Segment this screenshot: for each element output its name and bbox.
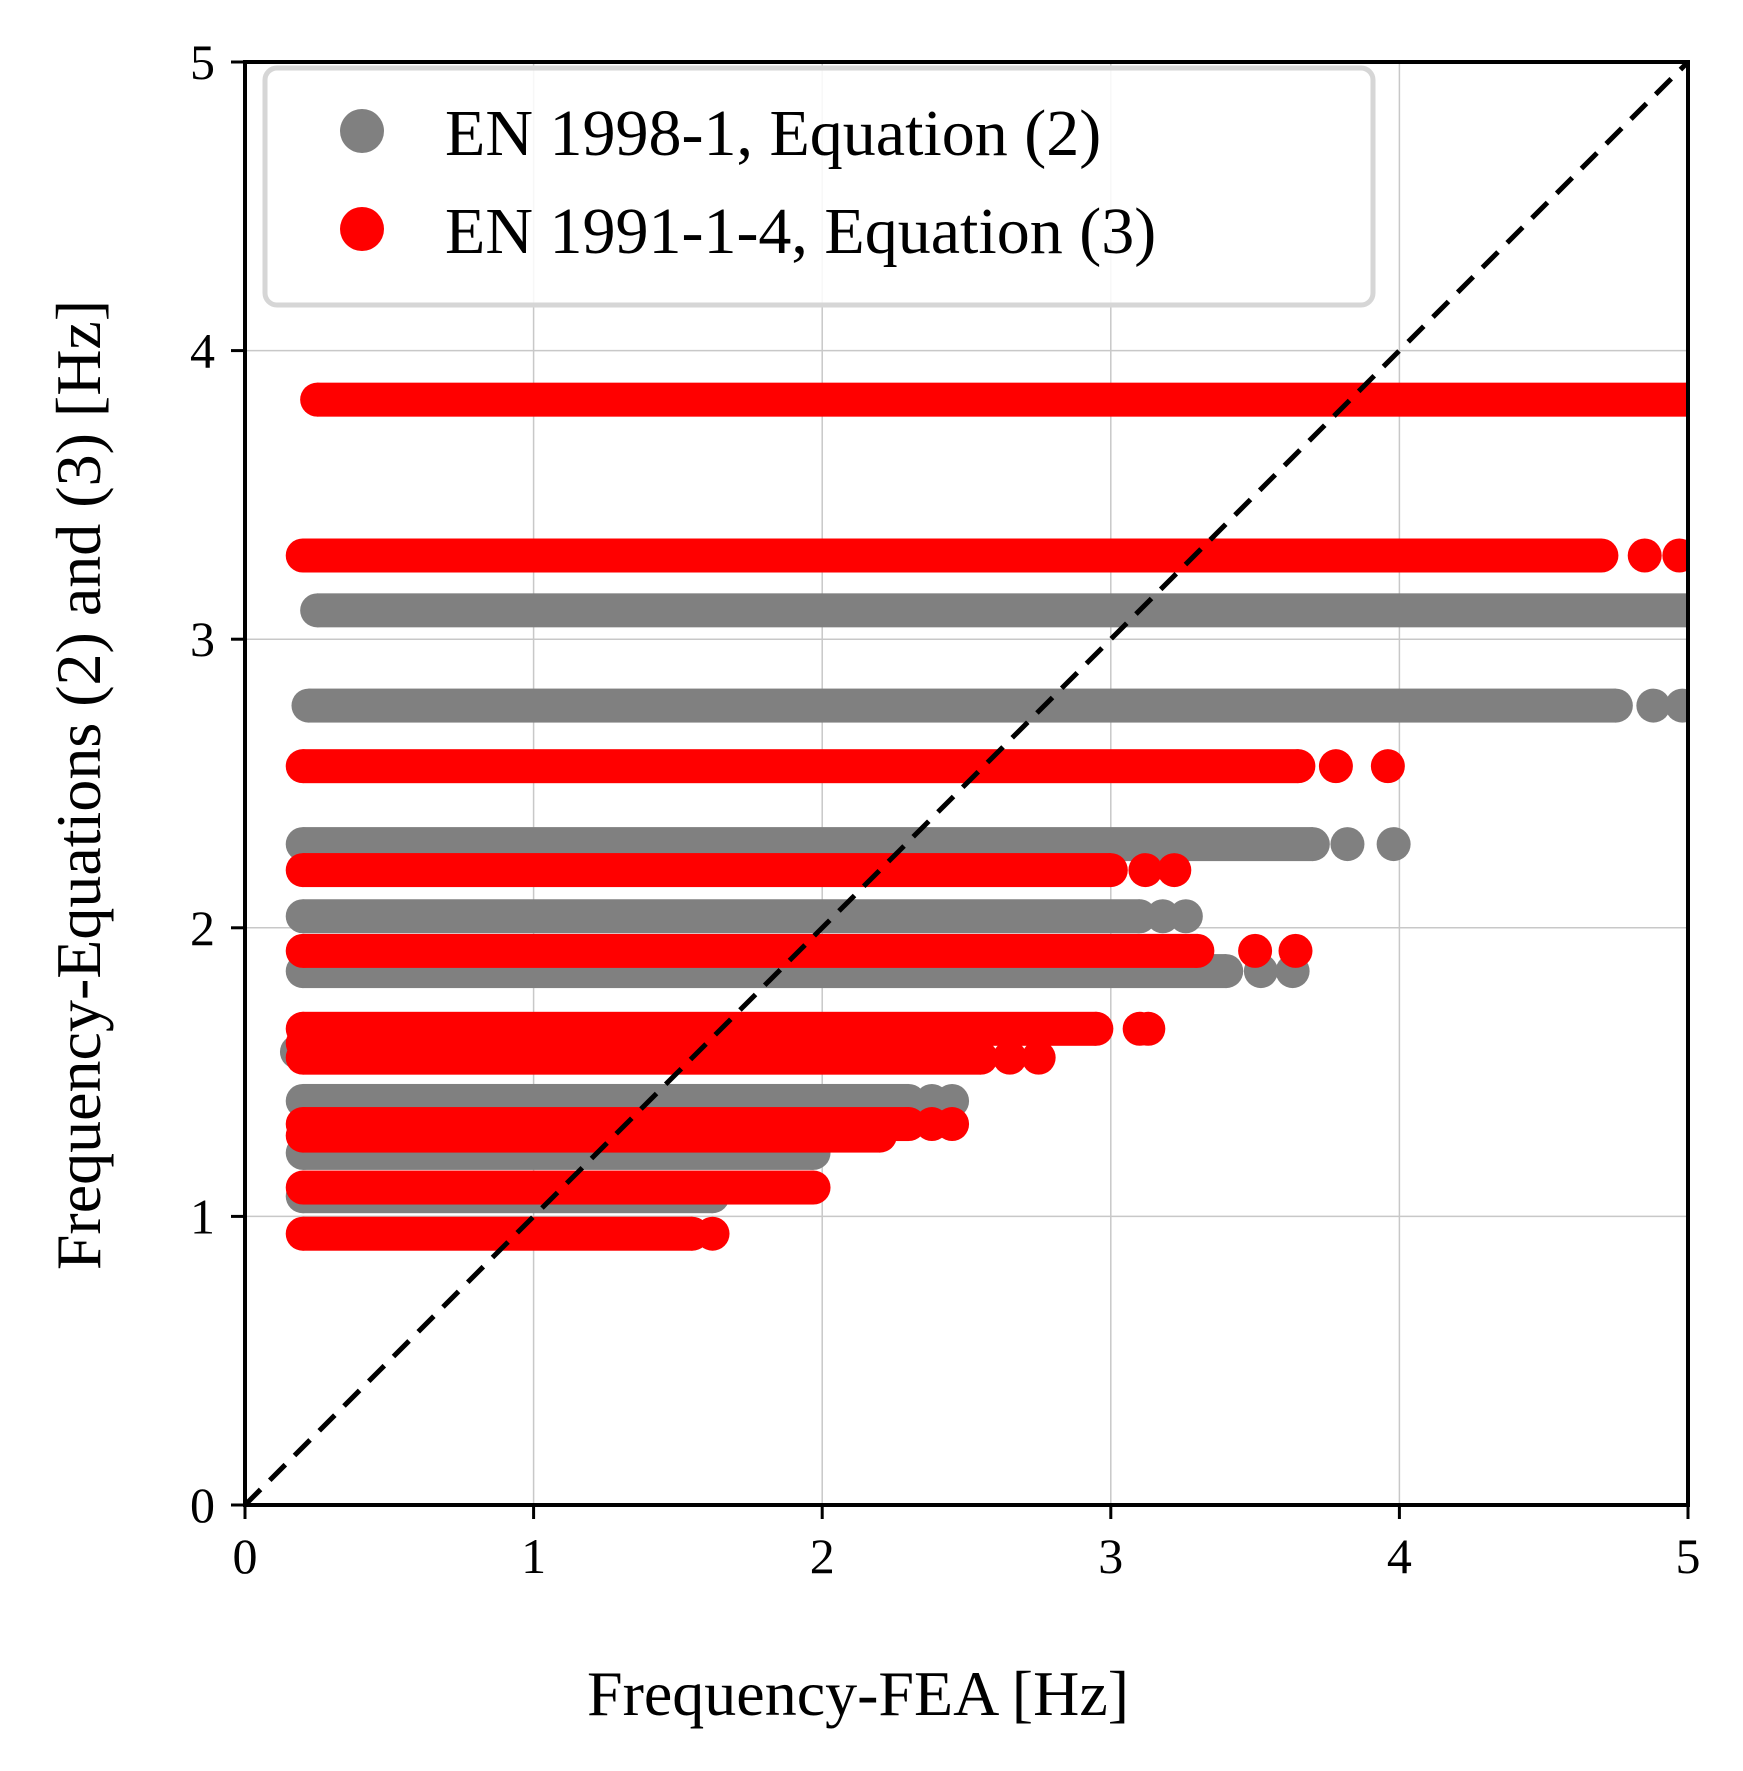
data-point: [1295, 827, 1330, 862]
x-tick-label: 4: [1387, 1528, 1412, 1584]
data-band: [302, 1216, 693, 1251]
data-point: [1093, 853, 1128, 888]
series-en1991: [285, 382, 1688, 1251]
data-point: [285, 538, 320, 573]
data-point: [1281, 749, 1316, 784]
x-tick-label: 1: [521, 1528, 546, 1584]
y-tick-label: 4: [190, 323, 215, 379]
data-point: [1370, 749, 1405, 784]
data-point: [1636, 688, 1671, 723]
x-axis-label: Frequency-FEA [Hz]: [587, 1658, 1129, 1729]
legend-label-en1998: EN 1998-1, Equation (2): [445, 97, 1101, 170]
data-point: [1598, 688, 1633, 723]
data-point: [1662, 538, 1688, 573]
axes: 0 1 2 3 4 5 0 1 2 3 4 5: [190, 34, 1701, 1584]
data-point: [1168, 899, 1203, 934]
legend: EN 1998-1, Equation (2) EN 1991-1-4, Equ…: [262, 65, 1376, 308]
data-band: [317, 593, 1688, 628]
data-point: [1209, 954, 1244, 989]
legend-marker-en1998: [340, 109, 384, 153]
data-point: [796, 1170, 831, 1205]
plot-frame: [243, 60, 1690, 1507]
data-series: [279, 382, 1688, 1251]
data-point: [285, 899, 320, 934]
data-point: [1627, 538, 1662, 573]
data-point: [1021, 1040, 1056, 1075]
data-point: [285, 1118, 320, 1153]
data-band: [317, 382, 1688, 417]
data-point: [1278, 933, 1313, 968]
data-point: [1180, 933, 1215, 968]
data-band: [302, 899, 1140, 934]
data-point: [992, 1040, 1027, 1075]
data-point: [291, 688, 326, 723]
data-point: [300, 382, 335, 417]
x-tick-label: 5: [1676, 1528, 1701, 1584]
data-point: [1665, 688, 1688, 723]
data-point: [963, 1040, 998, 1075]
data-point: [285, 1216, 320, 1251]
data-band: [302, 1040, 981, 1075]
data-point: [1330, 827, 1365, 862]
data-point: [695, 1216, 730, 1251]
data-point: [1131, 1011, 1166, 1046]
legend-marker-en1991: [340, 207, 384, 251]
data-point: [1318, 749, 1353, 784]
data-band: [302, 1170, 814, 1205]
data-point: [1157, 853, 1192, 888]
x-tick-label: 3: [1098, 1528, 1123, 1584]
data-point: [1238, 933, 1273, 968]
data-band: [302, 749, 1299, 784]
data-point: [285, 1170, 320, 1205]
data-point: [285, 933, 320, 968]
data-point: [1376, 827, 1411, 862]
y-tick-label: 1: [190, 1188, 215, 1244]
y-tick-label: 3: [190, 611, 215, 667]
y-axis-label: Frequency-Equations (2) and (3) [Hz]: [43, 300, 114, 1270]
x-tick-label: 0: [233, 1528, 258, 1584]
data-point: [862, 1118, 897, 1153]
data-band: [308, 688, 1616, 723]
y-tick-label: 2: [190, 900, 215, 956]
data-point: [1584, 538, 1619, 573]
data-point: [285, 749, 320, 784]
data-band: [302, 1118, 880, 1153]
series-en1998: [279, 593, 1688, 1214]
y-tick-label: 0: [190, 1477, 215, 1533]
identity-reference-line: [243, 60, 1690, 1507]
data-point: [285, 827, 320, 862]
legend-box: [262, 65, 1376, 308]
legend-label-en1991: EN 1991-1-4, Equation (3): [445, 195, 1156, 268]
data-band: [302, 853, 1111, 888]
data-point: [285, 1040, 320, 1075]
data-band: [302, 933, 1198, 968]
x-tick-label: 2: [810, 1528, 835, 1584]
y-tick-label: 5: [190, 34, 215, 90]
data-point: [1671, 593, 1688, 628]
data-band: [302, 538, 1602, 573]
data-point: [1671, 382, 1688, 417]
data-point: [300, 593, 335, 628]
data-point: [935, 1107, 970, 1142]
data-point: [285, 853, 320, 888]
data-point: [1128, 853, 1163, 888]
data-point: [1079, 1011, 1114, 1046]
